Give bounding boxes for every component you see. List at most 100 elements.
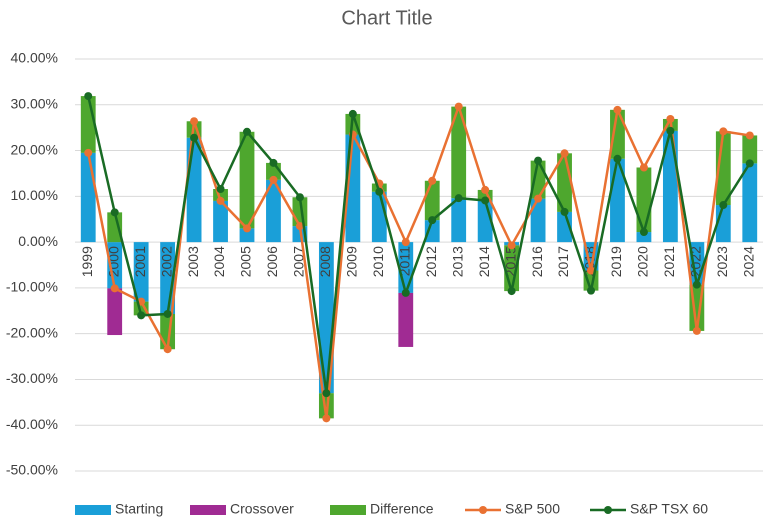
line-marker: [190, 117, 199, 126]
x-tick-label: 2003: [185, 246, 201, 277]
line-marker: [216, 196, 225, 205]
bar: [213, 189, 228, 201]
x-tick-label: 2023: [714, 246, 730, 277]
line-marker: [243, 127, 251, 136]
bar: [107, 212, 123, 243]
line: [87, 105, 750, 420]
line-marker: [216, 185, 225, 194]
legend-swatch: [75, 505, 111, 515]
x-tick-label: 2001: [132, 246, 148, 277]
bar: [398, 292, 414, 347]
x-tick-label: 1999: [79, 246, 95, 277]
line-marker: [454, 102, 463, 111]
line-marker: [428, 176, 437, 185]
line-marker: [163, 309, 172, 318]
bar: [530, 198, 546, 243]
line-marker: [613, 105, 622, 114]
bar: [610, 109, 625, 159]
line-marker: [163, 345, 172, 354]
line-marker: [481, 196, 490, 205]
line-marker: [110, 284, 119, 293]
line-marker: [507, 241, 516, 250]
bar: [213, 200, 228, 243]
bar: [371, 191, 387, 243]
chart-title: Chart Title: [341, 7, 432, 29]
x-tick-label: 2024: [740, 246, 756, 277]
bar: [477, 189, 493, 201]
bar: [371, 183, 387, 192]
legend-label: S&P TSX 60: [630, 501, 708, 517]
bar: [451, 106, 467, 199]
x-tick-label: 2005: [238, 246, 254, 277]
line-marker: [534, 156, 543, 165]
line-marker: [481, 185, 490, 194]
y-tick-label: 10.00%: [11, 187, 58, 203]
bar: [239, 228, 255, 243]
x-tick-label: 2014: [476, 246, 492, 277]
y-tick-label: -20.00%: [6, 324, 58, 340]
bar: [80, 152, 96, 243]
bar: [424, 220, 440, 243]
line-marker: [295, 193, 304, 202]
bar: [266, 179, 281, 243]
line-marker: [507, 287, 516, 296]
line-marker: [454, 194, 463, 203]
line-marker: [110, 208, 119, 217]
x-tick-label: 2013: [449, 246, 465, 277]
legend-label: Starting: [115, 501, 163, 517]
line-marker: [560, 207, 569, 216]
line-marker: [639, 228, 648, 237]
x-tick-label: 2016: [529, 246, 545, 277]
x-tick-label: 2021: [661, 246, 677, 277]
legend-label: Crossover: [230, 501, 294, 517]
bar: [715, 131, 731, 206]
line-marker: [666, 114, 675, 123]
x-tick-label: 2017: [555, 246, 571, 277]
x-tick-label: 2012: [423, 246, 439, 277]
y-tick-label: -30.00%: [6, 370, 58, 386]
line-marker: [719, 201, 728, 210]
legend-swatch: [479, 506, 487, 514]
line-marker: [269, 158, 278, 167]
line-marker: [560, 149, 569, 158]
line-marker: [348, 109, 357, 118]
line-marker: [401, 288, 410, 297]
legend-label: Difference: [370, 501, 434, 517]
bar: [133, 242, 149, 302]
legend-label: S&P 500: [505, 501, 560, 517]
x-tick-label: 2006: [264, 246, 280, 277]
bar: [186, 137, 202, 243]
line-marker: [745, 131, 754, 140]
line-marker: [587, 266, 595, 275]
line-marker: [692, 326, 701, 335]
line-marker: [745, 159, 754, 168]
line-marker: [587, 286, 595, 295]
bar: [451, 198, 467, 243]
bar: [636, 167, 652, 233]
line-marker: [613, 154, 622, 163]
line-marker: [84, 148, 93, 157]
line-marker: [692, 280, 701, 289]
line-marker: [269, 175, 278, 184]
x-tick-label: 2009: [344, 246, 360, 277]
y-tick-label: 40.00%: [11, 50, 58, 66]
line-marker: [295, 222, 304, 231]
line-marker: [639, 163, 648, 172]
x-tick-label: 2010: [370, 246, 386, 277]
x-tick-label: 2020: [635, 246, 651, 277]
line-marker: [243, 224, 251, 233]
legend-swatch: [330, 505, 366, 515]
line-marker: [666, 126, 675, 135]
bar: [742, 135, 758, 164]
line-marker: [322, 414, 331, 423]
y-tick-label: -10.00%: [6, 279, 58, 295]
y-tick-label: 20.00%: [11, 141, 58, 157]
x-tick-label: 2019: [608, 246, 624, 277]
bar: [107, 242, 123, 289]
x-tick-label: 2011: [396, 246, 412, 276]
y-tick-label: 0.00%: [18, 233, 58, 249]
line-marker: [137, 311, 146, 320]
x-tick-label: 2008: [317, 246, 333, 277]
